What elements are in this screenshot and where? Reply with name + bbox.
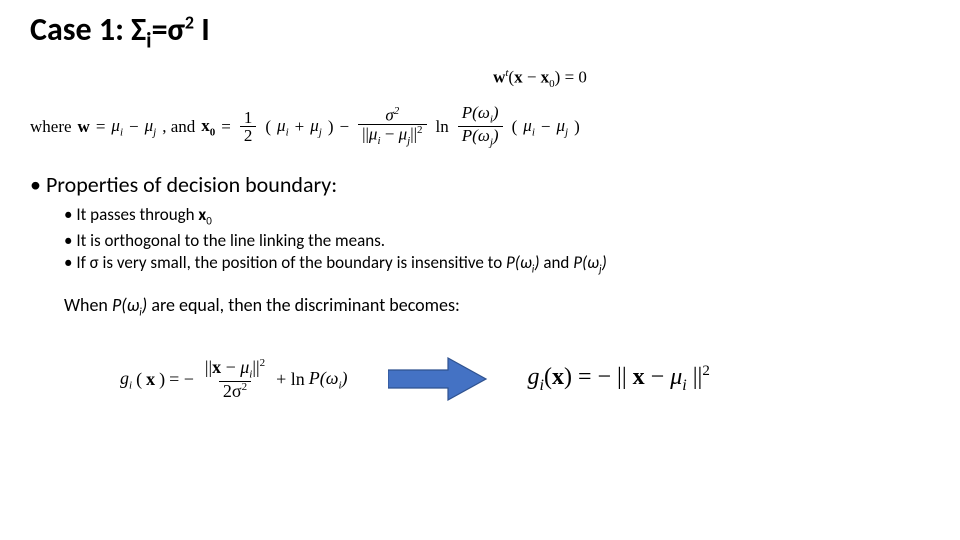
plus1: + [295,117,305,137]
where-label: where [30,117,72,137]
minus-mu: − [129,117,139,137]
list-item: If σ is very small, the position of the … [64,252,930,277]
and-label: , and [162,117,195,137]
body-text: Properties of decision boundary: It pass… [30,171,930,318]
x0b: x0 [201,116,215,138]
open2: ( [512,117,518,137]
title-tail: I [194,10,210,49]
title-sigma: Σ [131,10,146,49]
eq-minus: − [523,68,541,87]
properties-heading: Properties of decision boundary: [30,171,930,198]
frac-half: 1 2 [240,109,257,146]
mu-j-2: μj [310,116,322,138]
title-sup-2: 2 [185,11,194,33]
minus-3: − [541,117,551,137]
list-item: It is orthogonal to the line linking the… [64,230,930,253]
eq-gi-full: gi (x) = − ||x − μi||2 2σ2 + ln P(ωi) [120,358,348,401]
mu-j-3: μj [556,116,568,138]
eq-x0: x [541,68,550,87]
bottom-equation-row: gi (x) = − ||x − μi||2 2σ2 + ln P(ωi) gi… [120,356,930,402]
minus-big: − [340,117,350,137]
frac-priors: P(ωi) P(ωj) [458,104,503,149]
close1: ) [328,117,334,137]
title-eq: =σ [152,10,185,49]
properties-list: It passes through x0 It is orthogonal to… [64,204,930,277]
frac-sigma: σ2 ||μi − μj||2 [358,106,426,148]
eqsign1: = [96,117,106,137]
w2: w [78,117,90,137]
eq-gi-simplified: gi(x) = − || x − μi ||2 [528,363,710,395]
eq-x: x [514,68,523,87]
eq-w: w [493,68,505,87]
title-prefix: Case 1: [30,10,131,49]
mu-i-3: μi [523,116,535,138]
eq-where-line: where w = μi − μj , and x0 = 1 2 ( μi + … [30,104,930,149]
close2: ) [574,117,580,137]
arrow-icon [388,356,488,402]
ln-label: ln [436,117,449,137]
eqsign2: = [221,117,231,137]
eq-hyperplane: wt(x − x0) = 0 [150,67,930,90]
mu-i: μi [111,116,123,138]
slide-root: Case 1: Σi=σ2 I wt(x − x0) = 0 where w =… [0,0,960,540]
mu-i-2: μi [277,116,289,138]
mu-j: μj [145,116,157,138]
arrow-shape [388,358,486,400]
equation-block: wt(x − x0) = 0 where w = μi − μj , and x… [30,67,930,149]
equal-priors-para: When P(ωi) are equal, then the discrimin… [64,294,930,319]
open1: ( [265,117,271,137]
slide-title: Case 1: Σi=σ2 I [30,10,930,53]
frac-gi: ||x − μi||2 2σ2 [201,358,269,401]
eq-eqzero: = 0 [560,68,587,87]
list-item: It passes through x0 [64,204,930,229]
